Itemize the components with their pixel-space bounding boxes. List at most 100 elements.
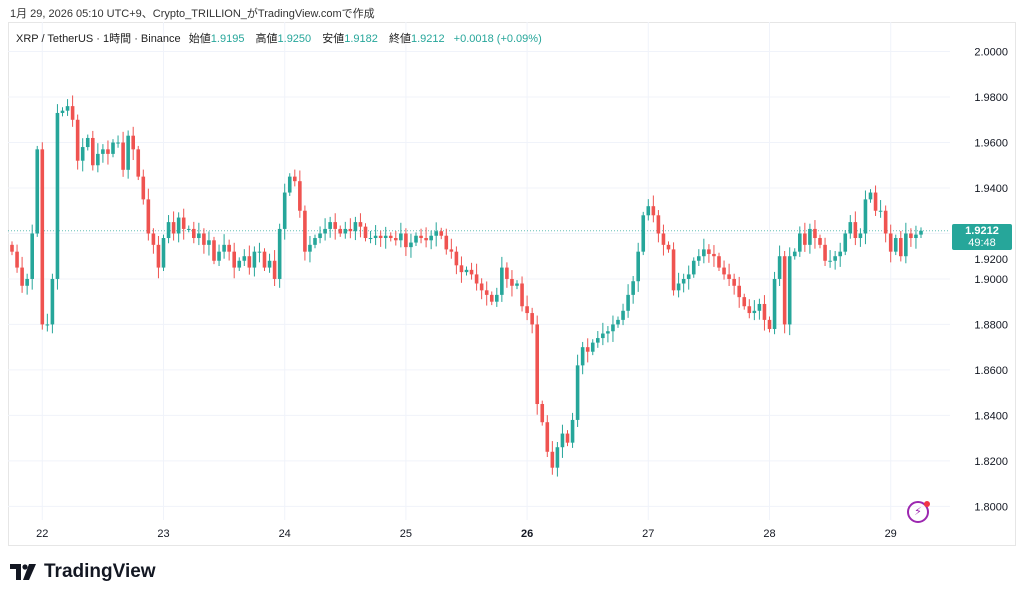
candle-up <box>242 256 247 261</box>
candle-down <box>722 267 726 275</box>
candle-up <box>787 256 792 325</box>
high-label: 高値 <box>255 33 278 45</box>
candle-up <box>80 147 85 161</box>
candle-down <box>813 228 817 239</box>
candle-down <box>338 228 343 234</box>
candle-down <box>298 181 302 211</box>
candle-down <box>489 294 494 302</box>
candle-up <box>697 256 701 261</box>
tradingview-logo-icon <box>10 564 36 580</box>
open-value: 1.9195 <box>210 33 245 45</box>
candle-up <box>373 235 378 239</box>
candle-up <box>596 338 600 343</box>
candle-down <box>510 278 514 286</box>
last-price: 1.9212 <box>965 225 999 237</box>
candle-down <box>520 283 524 307</box>
candle-down <box>525 306 529 314</box>
y-tick-label: 1.9600 <box>974 138 1008 150</box>
candle-down <box>762 303 767 320</box>
candle-down <box>363 226 368 239</box>
candle-up <box>792 251 797 257</box>
candle-up <box>515 283 519 286</box>
candle-up <box>636 251 640 282</box>
y-tick-label: 1.8200 <box>974 456 1008 468</box>
candle-down <box>732 278 736 286</box>
chart-caption: 1月 29, 2026 05:10 UTC+9、Crypto_TRILLION_… <box>10 8 375 20</box>
candle-up <box>606 331 610 334</box>
candle-up <box>772 278 777 329</box>
candle-down <box>156 244 161 268</box>
candle-up <box>35 149 40 234</box>
candle-down <box>899 238 903 257</box>
candle-down <box>262 251 267 268</box>
candle-up <box>399 233 403 241</box>
candle-up <box>676 283 681 291</box>
candle-up <box>111 142 115 154</box>
candle-up <box>914 234 918 239</box>
change-value: +0.0018 (+0.09%) <box>453 33 542 45</box>
candle-down <box>15 251 19 268</box>
y-tick-label: 1.9800 <box>974 92 1008 104</box>
candle-down <box>454 251 459 266</box>
candle-up <box>691 260 696 275</box>
candle-up <box>434 231 438 236</box>
candle-down <box>449 249 454 252</box>
x-tick-label: 29 <box>885 528 897 540</box>
candle-up <box>217 251 221 261</box>
candle-up <box>833 256 837 261</box>
candle-down <box>146 199 151 234</box>
high-value: 1.9250 <box>277 33 312 45</box>
tradingview-logo[interactable]: TradingView <box>10 561 156 583</box>
candle-up <box>328 222 332 229</box>
candle-down <box>545 422 550 452</box>
candle-up <box>858 233 863 239</box>
candle-up <box>308 244 312 252</box>
candle-down <box>247 256 252 268</box>
candle-up <box>621 310 625 320</box>
candle-up <box>580 347 585 366</box>
candle-up <box>878 210 883 212</box>
candle-down <box>661 233 666 245</box>
y-tick-label: 1.8000 <box>974 501 1008 513</box>
candle-up <box>893 238 898 252</box>
candle-up <box>368 238 373 240</box>
candle-down <box>888 233 893 252</box>
candle-up <box>631 281 635 295</box>
candle-up <box>207 240 211 245</box>
candle-down <box>75 119 80 161</box>
candle-down <box>707 249 711 254</box>
symbol-info[interactable]: XRP / TetherUS · 1時間 · Binance <box>16 33 181 45</box>
candle-down <box>530 313 534 325</box>
candle-down <box>818 238 822 245</box>
candle-down <box>70 106 75 120</box>
candle-up <box>25 278 29 286</box>
candle-up <box>323 228 327 234</box>
candle-down <box>803 233 807 245</box>
candle-up <box>353 222 358 232</box>
chart-frame <box>8 22 1016 546</box>
candle-up <box>500 267 504 295</box>
candle-up <box>257 251 262 253</box>
candle-down <box>656 215 661 234</box>
lightning-icon[interactable]: ⚡ <box>907 501 930 523</box>
candle-down <box>651 206 656 216</box>
candle-up <box>904 233 908 257</box>
candle-up <box>681 278 686 284</box>
candle-up <box>863 199 868 234</box>
low-value: 1.9182 <box>344 33 378 45</box>
candle-up <box>626 294 630 311</box>
candle-down <box>121 142 125 170</box>
candle-up <box>161 238 166 268</box>
candle-up <box>828 260 832 262</box>
candle-up <box>166 222 171 239</box>
candle-up <box>409 242 413 248</box>
candle-up <box>464 269 469 273</box>
candle-up <box>85 137 90 148</box>
candle-down <box>333 222 337 229</box>
candle-down <box>303 210 307 252</box>
brand-name: TradingView <box>44 561 156 582</box>
candle-down <box>474 274 479 284</box>
candle-up <box>176 217 181 234</box>
candle-up <box>65 106 70 111</box>
